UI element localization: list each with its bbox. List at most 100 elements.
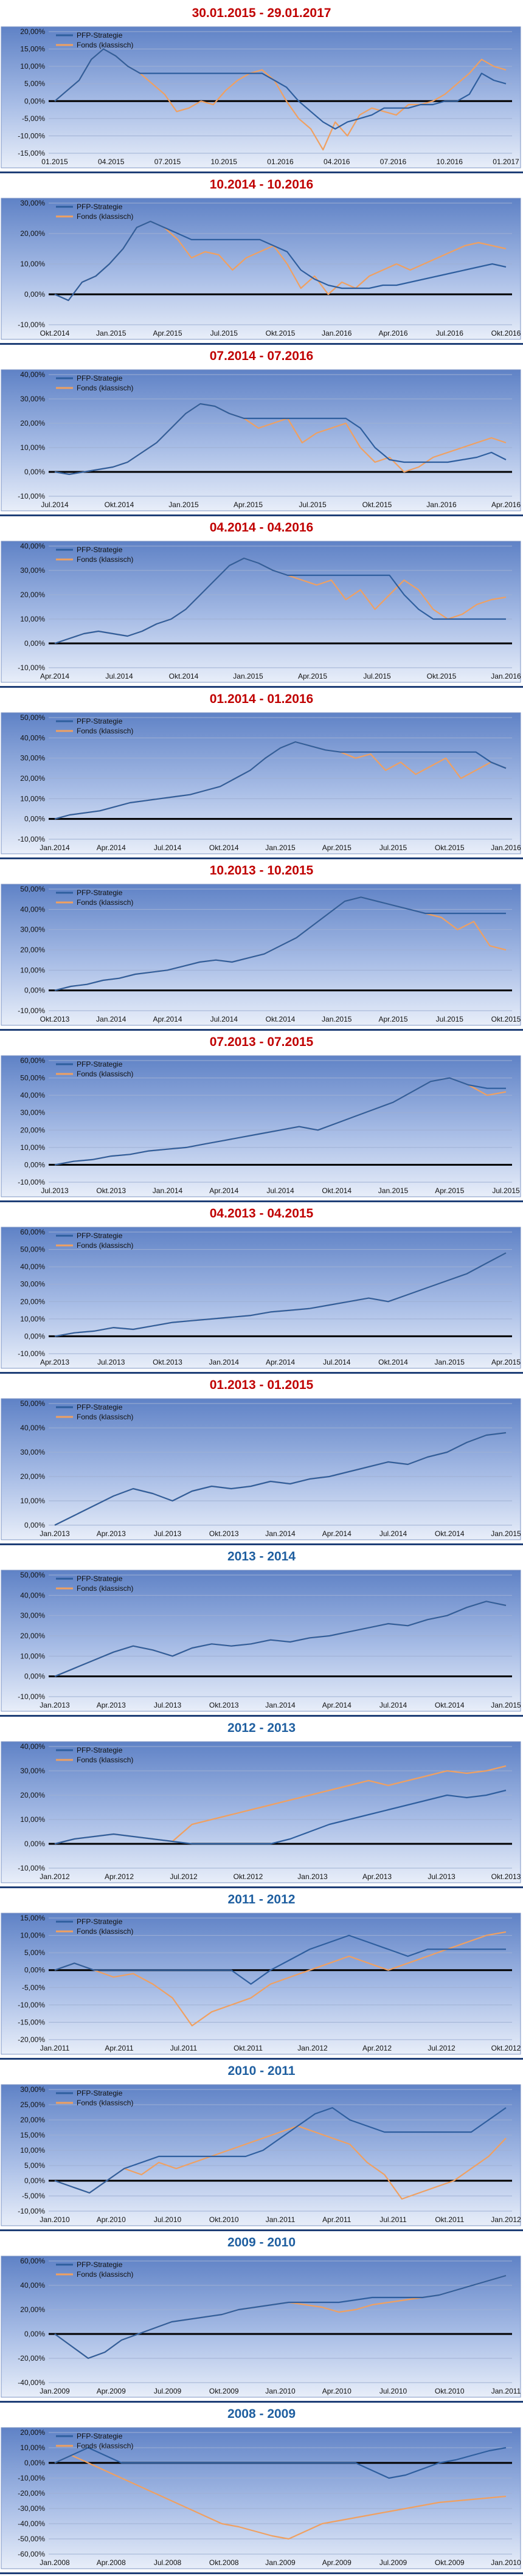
y-tick-label: 40,00%: [20, 1262, 45, 1271]
chart-block: 2010 - 2011 30,00% 25,00% 20,00% 15,00% 10,00…: [0, 2062, 523, 2233]
y-tick-label: 30,00%: [20, 926, 45, 934]
chart-background: [1, 1570, 521, 1712]
series-line-strategy: [54, 1077, 506, 1166]
series-line-strategy: [54, 403, 507, 476]
x-tick-label: Jul.2013: [428, 1872, 455, 1881]
x-tick-label: Jul.2015: [436, 1015, 464, 1023]
x-tick-label: Okt.2014: [378, 1358, 408, 1366]
legend-label-fund: Fonds (klassisch): [77, 2099, 133, 2107]
x-tick-label: Okt.2013: [40, 1015, 70, 1023]
x-tick-label: Okt.2014: [322, 1186, 352, 1195]
x-tick-label: Jul.2009: [154, 2387, 182, 2395]
x-tick-label: Okt.2014: [209, 843, 239, 852]
y-tick-label: 0,00%: [24, 1160, 45, 1169]
chart-block: 2013 - 2014 50,00% 40,00% 30,00% 20,00% 10,00…: [0, 1547, 523, 1719]
x-tick-label: Okt.2011: [435, 2215, 464, 2224]
line-chart: 50,00% 40,00% 30,00% 20,00% 10,00% 0,00% -10,0…: [1, 712, 521, 854]
section-divider: [0, 2229, 523, 2231]
x-tick-label: Jul.2014: [210, 1015, 238, 1023]
x-tick-label: Jul.2008: [154, 2558, 182, 2567]
chart-block: 07.2013 - 07.2015 60,00% 50,00% 40,00% 30,00…: [0, 1033, 523, 1204]
x-tick-label: Okt.2013: [153, 1358, 182, 1366]
x-tick-label: Jul.2015: [210, 329, 238, 338]
y-tick-label: -5,00%: [22, 2192, 45, 2200]
y-tick-label: 20,00%: [20, 1126, 45, 1134]
x-tick-label: Apr.2015: [298, 672, 327, 680]
y-tick-label: 25,00%: [20, 2100, 45, 2109]
y-tick-label: -10,00%: [18, 1349, 45, 1358]
legend-label-strategy: PFP-Strategie: [77, 203, 123, 211]
y-tick-label: -10,00%: [18, 663, 45, 672]
chart-background: [1, 1227, 521, 1369]
y-tick-label: 5,00%: [24, 80, 45, 88]
x-tick-label: Apr.2009: [97, 2387, 126, 2395]
y-tick-label: -15,00%: [18, 149, 45, 158]
legend-label-fund: Fonds (klassisch): [77, 727, 133, 735]
x-tick-label: Jan.2012: [40, 1872, 70, 1881]
x-tick-label: Jan.2009: [40, 2387, 70, 2395]
y-tick-label: 0,00%: [24, 815, 45, 823]
series-line-strategy: [54, 2107, 507, 2194]
legend-label-strategy: PFP-Strategie: [77, 1917, 123, 1926]
x-tick-label: Okt.2016: [491, 329, 521, 338]
y-tick-label: 40,00%: [20, 370, 45, 379]
y-tick-label: -10,00%: [18, 835, 45, 843]
y-tick-label: -10,00%: [18, 320, 45, 329]
y-tick-label: 10,00%: [20, 260, 45, 268]
y-tick-label: 20,00%: [20, 2428, 45, 2437]
line-chart: 40,00%30,00%20,00%10,00%0,00%-10,00%Jan.…: [1, 1741, 521, 1883]
x-tick-label: Jan.2014: [96, 1015, 126, 1023]
x-tick-label: Apr.2014: [209, 1186, 238, 1195]
x-tick-label: Jul.2014: [154, 843, 182, 852]
legend-label-fund: Fonds (klassisch): [77, 2442, 133, 2450]
y-tick-label: -15,00%: [18, 2018, 45, 2026]
y-tick-label: -10,00%: [18, 131, 45, 140]
y-tick-label: 50,00%: [20, 713, 45, 722]
section-divider: [0, 1372, 523, 1374]
y-tick-label: 10,00%: [20, 1815, 45, 1824]
x-tick-label: Apr.2016: [491, 500, 521, 509]
section-divider: [0, 1543, 523, 1545]
y-tick-label: -20,00%: [18, 2489, 45, 2498]
y-tick-label: 30,00%: [20, 566, 45, 575]
x-tick-label: Jul.2016: [436, 329, 464, 338]
series-line-strategy: [54, 1252, 507, 1337]
legend-label-fund: Fonds (klassisch): [77, 1413, 133, 1421]
y-tick-label: 0,00%: [24, 290, 45, 299]
x-tick-label: Apr.2014: [97, 843, 126, 852]
y-tick-label: 20,00%: [20, 1472, 45, 1481]
x-tick-label: Jul.2015: [492, 1186, 520, 1195]
legend-label-fund: Fonds (klassisch): [77, 1241, 133, 1250]
chart-title: 2009 - 2010: [227, 2235, 296, 2249]
chart-title: 2012 - 2013: [227, 1721, 296, 1735]
x-tick-label: Jul.2010: [154, 2215, 182, 2224]
x-tick-label: Apr.2014: [40, 672, 69, 680]
y-tick-label: 10,00%: [20, 2146, 45, 2155]
y-tick-label: 20,00%: [20, 1297, 45, 1306]
x-tick-label: Okt.2015: [266, 329, 296, 338]
legend-label-strategy: PFP-Strategie: [77, 888, 123, 897]
y-tick-label: 30,00%: [20, 1280, 45, 1289]
x-tick-label: Okt.2010: [435, 2387, 465, 2395]
section-divider: [0, 514, 523, 516]
x-tick-label: Jul.2012: [170, 1872, 198, 1881]
chart-background: [1, 26, 521, 168]
section-divider: [0, 857, 523, 859]
y-tick-label: 5,00%: [24, 1948, 45, 1957]
x-tick-label: Jan.2011: [40, 2044, 70, 2052]
line-chart: 50,00%40,00%30,00%20,00%10,00%0,00%Jan.2…: [1, 1398, 521, 1540]
x-tick-label: Apr.2014: [322, 1701, 352, 1709]
x-tick-label: Okt.2011: [234, 2044, 263, 2052]
x-tick-label: Okt.2013: [209, 1701, 239, 1709]
y-tick-label: 10,00%: [20, 2443, 45, 2452]
y-tick-label: 20,00%: [20, 946, 45, 954]
y-tick-label: 10,00%: [20, 1497, 45, 1505]
y-tick-label: 30,00%: [20, 2085, 45, 2094]
line-chart: 50,00% 40,00% 30,00% 20,00% 10,00% 0,00% -10,0…: [1, 1570, 521, 1712]
chart-title: 04.2014 - 04.2016: [209, 521, 314, 535]
